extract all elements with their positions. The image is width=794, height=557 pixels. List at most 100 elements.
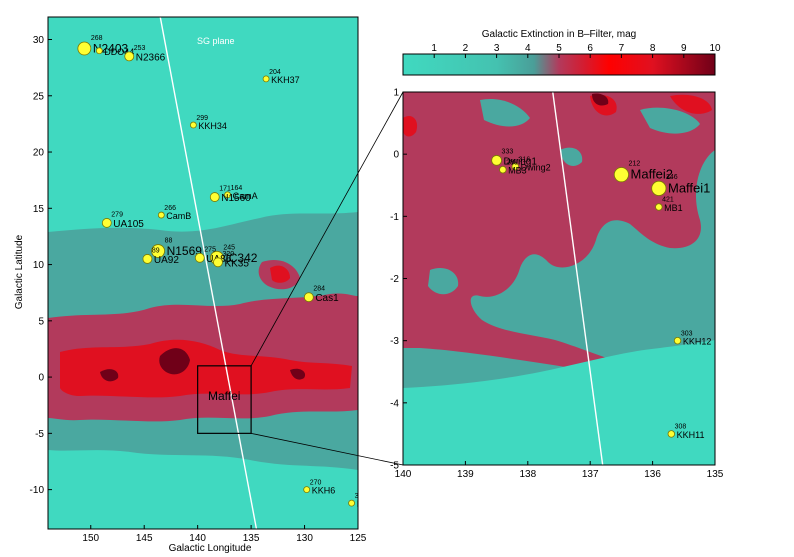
galaxy-name-label: KKH6 [312,486,336,496]
galaxy-marker [667,430,676,438]
overview-ytick-label: -5 [35,429,44,440]
colorbar-tick-label: 9 [681,43,687,54]
zoom-ytick-label: -2 [390,274,399,285]
galaxy-number-label: 89 [152,247,160,254]
ext-band-level5 [159,348,190,375]
galaxy-name-label: KKH12 [683,337,712,347]
zoom-xtick-label: 135 [707,469,724,480]
zoom-xtick-label: 136 [644,469,661,480]
galaxy-marker [303,292,314,303]
zoom-ext-level4 [403,115,418,137]
galaxy-name-label: Cas1 [315,293,339,304]
zoom-ytick-label: 0 [393,150,399,161]
galaxy-marker [511,162,520,171]
colorbar-tick-label: 5 [556,43,562,54]
ext-band-level4-knot [270,265,290,283]
overview-ytick-label: 15 [33,204,45,215]
overview-ytick-label: 10 [33,260,45,271]
zoom-ext-level1 [403,340,715,465]
overview-xtick-label: 125 [350,533,367,544]
galaxy-marker [157,211,165,219]
colorbar-tick-label: 6 [587,43,593,54]
galaxy-number-label: 88 [165,238,173,245]
overview-ytick-label: -10 [30,485,45,496]
overview-ytick-label: 25 [33,91,45,102]
galaxy-number-label: 304 [355,493,367,500]
zoom-connector-bottom [251,432,404,466]
galaxy-marker [142,254,153,264]
overview-xlabel: Galactic Longitude [169,543,252,554]
galaxy-name-label: KKH5 [357,499,381,509]
zoom-ext-level2-patch-c [640,107,700,134]
galaxy-number-label: 333 [502,148,514,155]
galaxy-marker [348,499,355,507]
zoom-xtick-label: 138 [519,469,536,480]
galaxy-name-label: MB3 [508,166,527,176]
galaxy-number-label: 284 [313,286,325,293]
galaxy-number-label: 280 [506,159,518,166]
galaxy-number-label: 204 [269,69,281,76]
colorbar-title: Galactic Extinction in B–Filter, mag [482,29,637,40]
galaxy-marker [655,203,663,211]
galaxy-number-label: 308 [675,424,687,431]
galaxy-number-label: 316 [519,156,531,163]
galaxy-marker [77,41,92,56]
galaxy-marker [124,51,135,62]
galaxy-number-label: 253 [134,45,146,52]
ext-band-level4 [60,339,352,398]
zoom-connector-top [250,91,404,367]
galaxy-name-label: KKH34 [198,121,227,131]
overview-panel: N2403268DDO44N2366253KKH37204KKH34299Cam… [14,16,381,554]
galaxy-number-label: 268 [91,35,103,42]
galaxy-number-label: 266 [164,205,176,212]
galaxy-name-label: KK35 [224,258,249,269]
galaxy-marker [151,244,166,258]
zoom-ytick-label: -1 [390,212,399,223]
galaxy-number-label: 275 [204,246,216,253]
galaxy-marker [613,167,629,183]
galaxy-number-label: 270 [310,480,322,487]
galaxy-marker [491,155,502,166]
galaxy-name-label: Maffei1 [668,180,710,195]
galaxy-number-label: 212 [629,161,641,168]
ext-band-level5-c [290,368,306,380]
colorbar-tick-label: 8 [650,43,656,54]
galaxy-name-label: KKH11 [677,430,705,440]
colorbar-tick-label: 1 [431,43,437,54]
galaxy-marker [262,75,270,83]
overview-extinction-map: N2403268DDO44N2366253KKH37204KKH34299Cam… [48,17,381,529]
overview-xtick-label: 150 [82,533,99,544]
zoom-xtick-label: 137 [582,469,599,480]
galaxy-name-label: IC342 [225,251,257,265]
galaxy-name-label: N1569 [167,244,203,258]
zoom-ext-level5 [592,93,609,106]
galaxy-marker [209,192,220,202]
overview-ticks: 150 145 140 135 130 125 -10 -5 0 5 10 15 20 25 30 [30,35,367,544]
overview-xtick-label: 130 [296,533,313,544]
galaxy-marker [213,257,223,268]
ext-band-level2-north [240,231,330,261]
galaxy-number-label: 421 [662,197,674,204]
colorbar-tick-label: 3 [494,43,500,54]
galaxy-name-label: N1560 [221,193,251,204]
galaxy-marker [499,166,507,174]
zoom-xtick-label: 140 [395,469,412,480]
overview-ytick-label: 20 [33,148,45,159]
overview-ytick-label: 30 [33,35,45,46]
overview-ylabel: Galactic Latitude [14,234,25,309]
galaxy-name-label: DDO44 [104,47,134,57]
galaxy-name-label: N2366 [136,52,166,63]
galaxy-name-label: Dwing2 [521,163,551,173]
zoom-ytick-label: 1 [393,88,399,99]
galaxy-number-label: 245 [223,244,235,251]
galaxy-marker [651,180,667,196]
galaxy-name-label: Dwing1 [504,156,538,167]
galaxy-number-label: 279 [111,211,123,218]
ext-band-level5-b [100,369,119,382]
zoom-ext-level2-patch-b [428,267,459,295]
overview-xtick-label: 145 [136,533,153,544]
